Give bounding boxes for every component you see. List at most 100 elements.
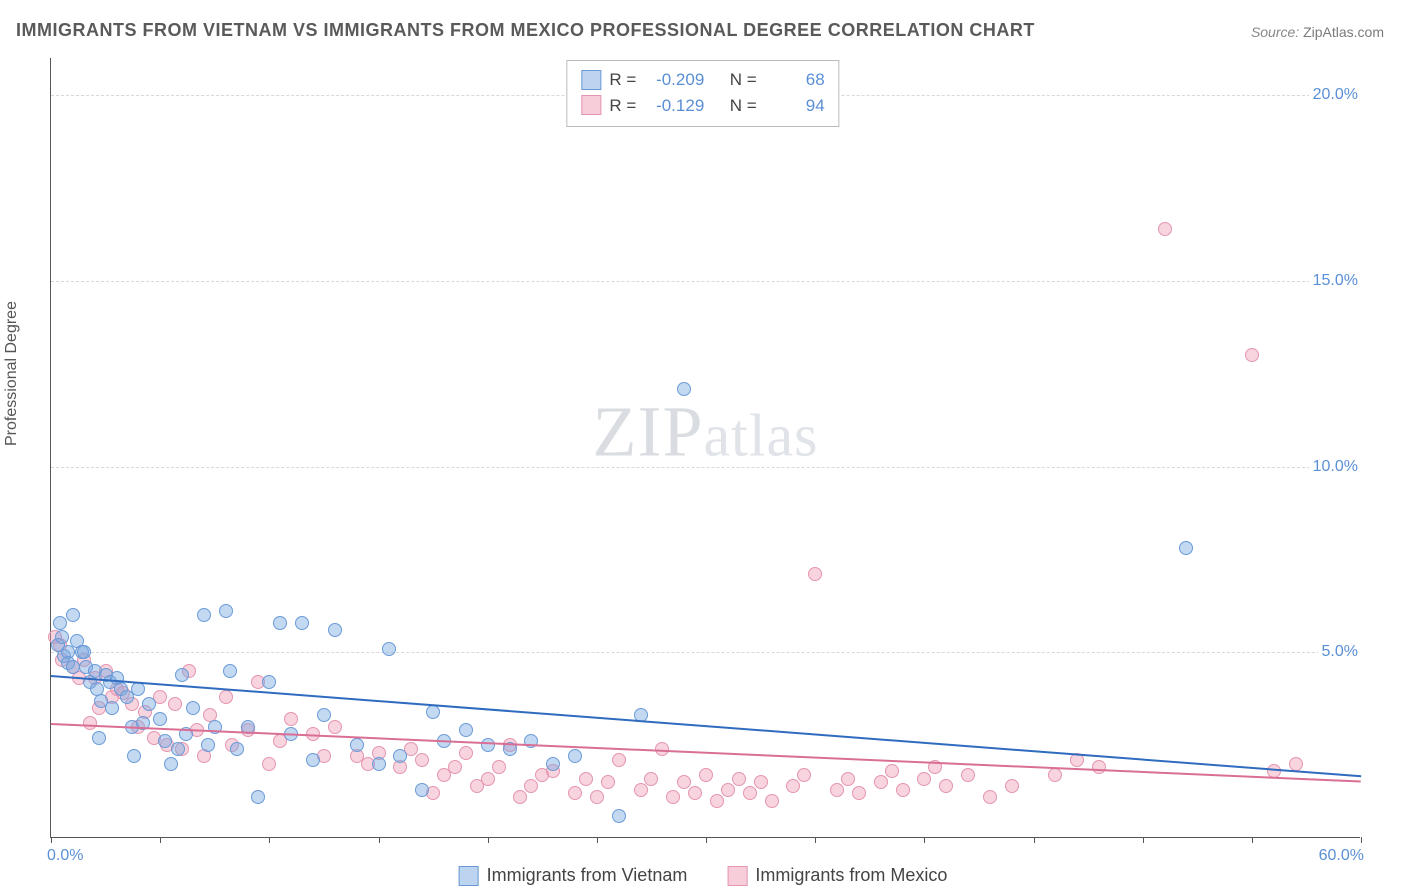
legend-item-vietnam: Immigrants from Vietnam (459, 865, 688, 886)
scatter-point (1245, 348, 1259, 362)
scatter-point (382, 642, 396, 656)
scatter-point (797, 768, 811, 782)
x-tick (815, 837, 816, 843)
scatter-point (393, 749, 407, 763)
scatter-point (171, 742, 185, 756)
x-tick (160, 837, 161, 843)
scatter-point (251, 790, 265, 804)
scatter-point (223, 664, 237, 678)
scatter-point (677, 775, 691, 789)
x-tick (597, 837, 598, 843)
scatter-point (92, 731, 106, 745)
watermark-zip: ZIP (593, 391, 704, 471)
x-tick (1143, 837, 1144, 843)
scatter-point (732, 772, 746, 786)
scatter-point (328, 720, 342, 734)
r-value-mexico: -0.129 (644, 93, 704, 119)
legend-stats-row-vietnam: R = -0.209 N = 68 (581, 67, 824, 93)
scatter-point (1289, 757, 1303, 771)
scatter-point (295, 616, 309, 630)
y-tick-label: 20.0% (1309, 86, 1362, 104)
scatter-point (961, 768, 975, 782)
scatter-point (142, 697, 156, 711)
scatter-point (481, 738, 495, 752)
scatter-point (168, 697, 182, 711)
scatter-point (841, 772, 855, 786)
scatter-point (579, 772, 593, 786)
scatter-point (885, 764, 899, 778)
scatter-point (328, 623, 342, 637)
r-label: R = (609, 93, 636, 119)
scatter-point (666, 790, 680, 804)
scatter-point (306, 753, 320, 767)
swatch-vietnam-icon (459, 866, 479, 886)
scatter-point (153, 712, 167, 726)
x-tick (1361, 837, 1362, 843)
scatter-point (590, 790, 604, 804)
scatter-point (699, 768, 713, 782)
x-tick (51, 837, 52, 843)
scatter-point (917, 772, 931, 786)
scatter-point (874, 775, 888, 789)
scatter-point (131, 682, 145, 696)
gridline (51, 281, 1360, 282)
scatter-point (513, 790, 527, 804)
scatter-point (492, 760, 506, 774)
scatter-point (1158, 222, 1172, 236)
source-value: ZipAtlas.com (1303, 24, 1384, 40)
scatter-point (677, 382, 691, 396)
scatter-point (219, 690, 233, 704)
scatter-point (1092, 760, 1106, 774)
scatter-point (786, 779, 800, 793)
x-tick (488, 837, 489, 843)
scatter-point (164, 757, 178, 771)
scatter-point (808, 567, 822, 581)
legend-stats-box: R = -0.209 N = 68 R = -0.129 N = 94 (566, 60, 839, 127)
scatter-point (219, 604, 233, 618)
scatter-point (634, 783, 648, 797)
scatter-point (415, 783, 429, 797)
scatter-point (230, 742, 244, 756)
scatter-point (568, 786, 582, 800)
scatter-point (262, 675, 276, 689)
watermark-atlas: atlas (704, 402, 819, 468)
scatter-point (350, 738, 364, 752)
scatter-point (688, 786, 702, 800)
scatter-point (939, 779, 953, 793)
scatter-point (262, 757, 276, 771)
gridline (51, 467, 1360, 468)
y-tick-label: 15.0% (1309, 272, 1362, 290)
scatter-point (127, 749, 141, 763)
scatter-point (459, 746, 473, 760)
scatter-point (568, 749, 582, 763)
scatter-point (459, 723, 473, 737)
scatter-point (426, 705, 440, 719)
scatter-point (186, 701, 200, 715)
r-value-vietnam: -0.209 (644, 67, 704, 93)
swatch-mexico-icon (727, 866, 747, 886)
scatter-point (448, 760, 462, 774)
scatter-point (284, 712, 298, 726)
bottom-legend: Immigrants from Vietnam Immigrants from … (459, 865, 948, 886)
scatter-point (317, 708, 331, 722)
watermark: ZIPatlas (593, 390, 819, 473)
scatter-point (1179, 541, 1193, 555)
gridline (51, 652, 1360, 653)
x-tick (1252, 837, 1253, 843)
scatter-point (1048, 768, 1062, 782)
y-tick-label: 10.0% (1309, 458, 1362, 476)
x-tick (706, 837, 707, 843)
legend-item-mexico: Immigrants from Mexico (727, 865, 947, 886)
scatter-point (201, 738, 215, 752)
legend-label-vietnam: Immigrants from Vietnam (487, 865, 688, 886)
scatter-point (158, 734, 172, 748)
chart-title: IMMIGRANTS FROM VIETNAM VS IMMIGRANTS FR… (16, 20, 1035, 41)
x-tick (1034, 837, 1035, 843)
scatter-point (721, 783, 735, 797)
x-label-max: 60.0% (1319, 847, 1364, 865)
scatter-point (273, 616, 287, 630)
scatter-point (175, 668, 189, 682)
scatter-point (612, 809, 626, 823)
y-axis-title: Professional Degree (3, 301, 21, 446)
scatter-point (481, 772, 495, 786)
